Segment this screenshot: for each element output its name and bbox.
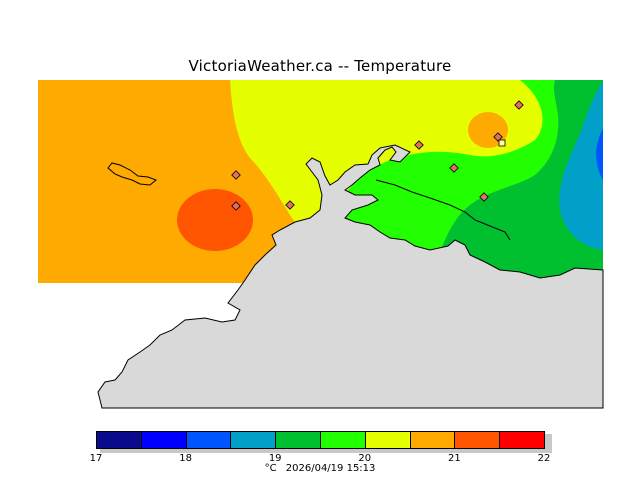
land-mass [97,144,604,409]
zone-green [430,80,603,283]
map-footer: °C 2026/04/19 15:13 [0,463,640,474]
channel-outline [375,179,511,241]
legend-tick-label: 17 [89,453,103,464]
legend-bin [185,431,232,449]
legend-bin [409,431,456,449]
island-outline [107,162,157,186]
legend-bin [364,431,411,449]
color-legend [96,431,552,453]
station-marker[interactable] [285,200,295,210]
legend-bin [454,431,501,449]
station-marker[interactable] [414,140,424,150]
station-marker[interactable] [231,170,241,180]
station-marker[interactable] [493,132,503,142]
legend-bin [275,431,321,449]
legend-tick-label: 21 [448,453,461,464]
legend-bin [320,431,366,449]
station-markers [231,100,524,211]
station-marker[interactable] [449,163,459,173]
station-marker[interactable] [514,100,524,110]
zone-red-orange [177,189,253,251]
legend-tick-label: 20 [358,453,372,464]
zone-blue [596,128,603,180]
legend-bin [230,431,277,449]
map-title: VictoriaWeather.ca -- Temperature [188,57,452,75]
legend-bin [499,431,545,449]
legend-tick-label: 18 [179,453,192,464]
legend-tick-label: 19 [268,453,282,464]
station-marker[interactable] [231,201,241,211]
station-marker[interactable] [498,139,506,147]
zone-teal [559,80,603,250]
unit-label: °C [264,463,277,474]
legend-bin [96,431,142,449]
station-marker[interactable] [479,192,489,202]
legend-tick-label: 22 [537,453,551,464]
legend-bin [140,431,187,449]
timestamp: 2026/04/19 15:13 [285,463,376,474]
